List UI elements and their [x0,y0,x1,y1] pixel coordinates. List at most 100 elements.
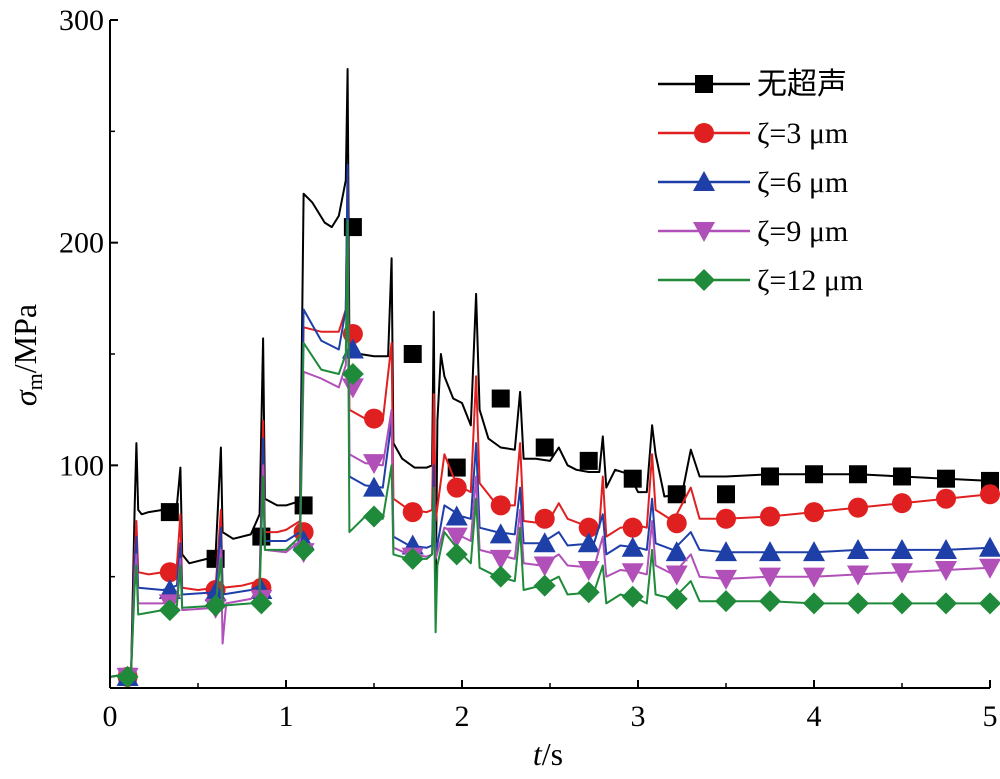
data-point [715,590,737,613]
x-tick-label: 1 [279,700,294,733]
legend: 无超声 ζ=3 μm ζ=6 μm ζ=9 μm ζ=12 μm [658,68,863,297]
data-point [403,345,422,363]
x-tick-label: 2 [455,700,470,733]
data-point [892,493,912,514]
data-point [937,469,955,488]
data-point [341,378,364,399]
data-point [622,517,643,538]
data-point [401,547,424,570]
data-point [489,523,512,544]
data-point [490,495,511,516]
data-point [980,484,1000,505]
legend-item: 无超声 [658,68,847,101]
data-point [402,502,423,523]
data-point [848,497,868,518]
legend-label: 无超声 [757,68,847,101]
data-point [577,560,600,581]
data-point [623,469,642,488]
data-point [804,502,824,523]
data-point [761,467,779,486]
data-point [849,465,867,484]
legend-marker [694,123,714,143]
legend-marker [695,75,713,93]
data-point [621,536,644,557]
legend-label: ζ=12 μm [757,264,863,297]
data-point [363,454,385,475]
data-point [891,538,913,559]
data-point [294,496,313,515]
data-point [535,438,554,457]
data-point [759,567,781,588]
data-point [759,541,781,562]
data-point [717,485,735,504]
legend-label: ζ=9 μm [757,215,848,248]
data-point [158,579,181,600]
data-point [250,592,273,615]
x-tick-label: 4 [807,700,822,733]
data-point [116,665,139,688]
data-point [621,563,644,584]
x-tick-label: 5 [983,700,998,733]
y-tick-label: 100 [59,449,104,482]
series-4 [109,219,1000,688]
y-tick-label: 300 [59,4,104,37]
legend-item: ζ=9 μm [658,215,848,248]
data-point [577,532,600,553]
data-point [716,508,736,529]
data-point [935,592,957,615]
data-point [665,565,688,586]
data-point [891,592,913,615]
data-point [759,590,781,613]
data-point [893,467,911,486]
data-point [445,543,468,566]
data-point [621,585,644,608]
data-point [363,476,385,497]
data-point [159,562,180,583]
data-point [803,541,825,562]
data-point [534,508,555,529]
y-axis-title-unit: /MPa [7,304,43,373]
x-axis-title-main: t [533,736,543,772]
data-point [489,565,512,588]
data-point [292,538,315,561]
data-point [665,587,688,610]
data-point [847,538,869,559]
legend-label: ζ=6 μm [757,166,848,199]
data-point [158,599,181,622]
data-point [847,592,869,615]
series-layer [109,68,1000,688]
data-point [803,592,825,615]
x-tick-label: 0 [103,700,118,733]
data-point [847,565,869,586]
series-0 [109,68,999,686]
data-point [577,581,600,604]
data-point [533,532,556,553]
x-axis-title-unit: /s [542,736,563,772]
legend-item: ζ=12 μm [658,264,863,297]
y-axis-title: σm/MPa [7,304,47,406]
legend-item: ζ=3 μm [658,117,848,150]
data-point [578,517,599,538]
data-point [341,363,364,386]
data-point [979,536,1000,557]
data-point [579,451,598,470]
data-point [805,465,823,484]
data-point [803,567,825,588]
data-point [160,503,179,522]
x-axis-title: t/s [533,736,563,772]
legend-marker [693,222,715,242]
data-point [204,594,227,617]
data-point [533,556,556,577]
data-point [760,506,780,527]
data-point [979,592,1000,615]
data-point [445,527,468,548]
y-tick-label: 200 [59,227,104,260]
legend-label: ζ=3 μm [757,117,848,150]
data-point [715,569,737,590]
data-point [446,477,467,498]
data-point [445,505,468,526]
data-point [665,541,688,562]
legend-item: ζ=6 μm [658,166,848,199]
y-axis-title-main: σ [7,389,43,406]
data-point [489,549,512,570]
